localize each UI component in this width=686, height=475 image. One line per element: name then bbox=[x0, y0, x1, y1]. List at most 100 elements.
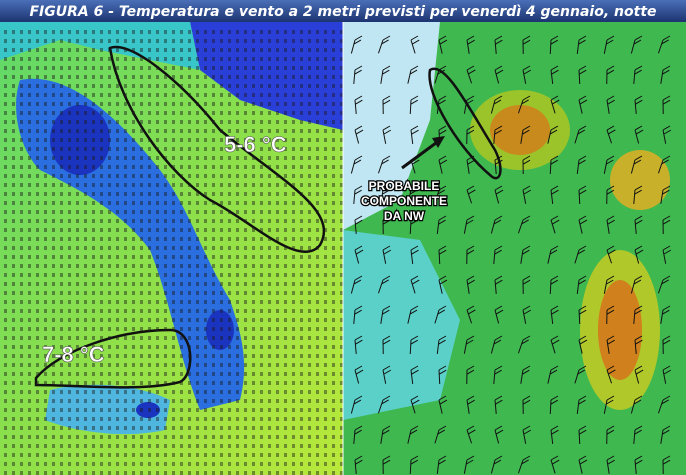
wind-barb bbox=[522, 185, 532, 204]
wind-barb bbox=[606, 215, 615, 234]
grid-dot bbox=[60, 66, 63, 70]
grid-dot bbox=[164, 426, 167, 430]
grid-dot bbox=[92, 408, 95, 412]
grid-dot bbox=[20, 435, 23, 439]
wind-barb bbox=[494, 425, 504, 444]
grid-dot bbox=[116, 66, 119, 70]
grid-dot bbox=[180, 147, 183, 151]
grid-dot bbox=[180, 390, 183, 394]
grid-dot bbox=[276, 399, 279, 403]
grid-dot bbox=[284, 219, 287, 223]
grid-dot bbox=[204, 255, 207, 259]
grid-dot bbox=[284, 408, 287, 412]
wind-barb bbox=[520, 245, 531, 264]
grid-dot bbox=[228, 300, 231, 304]
grid-dot bbox=[180, 426, 183, 430]
wind-barb bbox=[578, 425, 587, 445]
grid-dot bbox=[28, 138, 31, 142]
grid-dot bbox=[116, 210, 119, 214]
grid-dot bbox=[52, 111, 55, 115]
grid-dot bbox=[164, 66, 167, 70]
grid-dot bbox=[156, 471, 159, 475]
grid-dot bbox=[228, 399, 231, 403]
grid-dot bbox=[132, 75, 135, 79]
grid-dot bbox=[12, 435, 15, 439]
grid-dot bbox=[284, 192, 287, 196]
grid-dot bbox=[196, 399, 199, 403]
grid-dot bbox=[156, 255, 159, 259]
grid-dot bbox=[20, 282, 23, 286]
grid-dot bbox=[108, 282, 111, 286]
grid-dot bbox=[84, 192, 87, 196]
grid-dot bbox=[124, 156, 127, 160]
grid-dot bbox=[124, 444, 127, 448]
grid-dot bbox=[188, 84, 191, 88]
grid-dot bbox=[212, 399, 215, 403]
grid-dot bbox=[148, 30, 151, 34]
grid-dot bbox=[52, 264, 55, 268]
grid-dot bbox=[276, 408, 279, 412]
grid-dot bbox=[60, 417, 63, 421]
grid-dot bbox=[292, 246, 295, 250]
grid-dot bbox=[116, 471, 119, 475]
grid-dot bbox=[12, 381, 15, 385]
grid-dot bbox=[52, 156, 55, 160]
grid-dot bbox=[292, 201, 295, 205]
grid-dot bbox=[180, 30, 183, 34]
grid-dot bbox=[236, 444, 239, 448]
grid-dot bbox=[148, 120, 151, 124]
grid-dot bbox=[284, 354, 287, 358]
grid-dot bbox=[108, 327, 111, 331]
grid-dot bbox=[300, 192, 303, 196]
grid-dot bbox=[124, 246, 127, 250]
grid-dot bbox=[36, 273, 39, 277]
grid-dot bbox=[28, 453, 31, 457]
grid-dot bbox=[140, 201, 143, 205]
grid-dot bbox=[228, 471, 231, 475]
grid-dot bbox=[220, 120, 223, 124]
grid-dot bbox=[164, 291, 167, 295]
grid-dot bbox=[108, 372, 111, 376]
grid-dot bbox=[148, 408, 151, 412]
grid-dot bbox=[4, 138, 7, 142]
grid-dot bbox=[52, 120, 55, 124]
grid-dot bbox=[124, 75, 127, 79]
wind-barb bbox=[578, 95, 588, 114]
grid-dot bbox=[308, 390, 311, 394]
grid-dot bbox=[140, 444, 143, 448]
grid-dot bbox=[188, 354, 191, 358]
grid-dot bbox=[4, 84, 7, 88]
grid-dot bbox=[100, 300, 103, 304]
grid-dot bbox=[188, 345, 191, 349]
grid-dot bbox=[308, 129, 311, 133]
grid-dot bbox=[124, 264, 127, 268]
grid-dot bbox=[332, 57, 335, 61]
grid-dot bbox=[156, 48, 159, 52]
grid-dot bbox=[268, 462, 271, 466]
grid-dot bbox=[44, 336, 47, 340]
wind-barb bbox=[382, 335, 391, 355]
wind-barb bbox=[547, 125, 559, 144]
grid-dot bbox=[324, 363, 327, 367]
grid-dot bbox=[268, 273, 271, 277]
wind-barb bbox=[410, 395, 420, 414]
grid-dot bbox=[172, 111, 175, 115]
grid-dot bbox=[212, 192, 215, 196]
grid-dot bbox=[228, 111, 231, 115]
grid-dot bbox=[116, 129, 119, 133]
grid-dot bbox=[36, 426, 39, 430]
grid-dot bbox=[204, 39, 207, 43]
grid-dot bbox=[68, 399, 71, 403]
grid-dot bbox=[124, 210, 127, 214]
grid-dot bbox=[100, 246, 103, 250]
grid-dot bbox=[284, 48, 287, 52]
grid-dot bbox=[20, 192, 23, 196]
wind-barb bbox=[634, 125, 644, 144]
grid-dot bbox=[28, 426, 31, 430]
grid-dot bbox=[12, 363, 15, 367]
grid-dot bbox=[212, 156, 215, 160]
wind-barb bbox=[353, 425, 363, 444]
grid-dot bbox=[28, 210, 31, 214]
grid-dot bbox=[284, 102, 287, 106]
wind-barb bbox=[382, 455, 391, 475]
